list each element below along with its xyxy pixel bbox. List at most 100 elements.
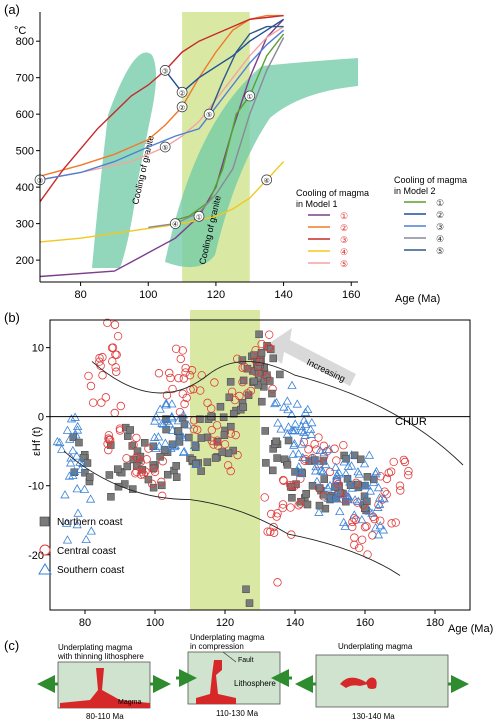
panel-a-xlabel: Age (Ma) — [395, 293, 440, 305]
point-central — [213, 441, 223, 450]
point-central — [189, 384, 198, 394]
curve-marker-label: ③ — [162, 67, 168, 75]
point-southern — [312, 476, 322, 486]
point-northern — [107, 493, 115, 501]
point-central — [86, 381, 96, 391]
point-northern — [75, 438, 83, 447]
legend1-title: Cooling of magma — [296, 188, 369, 198]
point-northern — [218, 448, 227, 456]
point-southern — [296, 421, 307, 431]
point-southern — [287, 425, 297, 434]
point-central — [98, 371, 107, 380]
point-central — [174, 373, 183, 383]
point-central — [290, 481, 300, 490]
panel-c-label: (c) — [4, 638, 19, 653]
curve-marker — [193, 210, 205, 222]
point-central — [115, 424, 125, 433]
point-southern — [166, 443, 176, 452]
point-central — [233, 450, 242, 460]
point-northern — [315, 501, 324, 510]
point-southern — [331, 481, 341, 490]
point-central — [246, 386, 256, 396]
point-southern — [175, 430, 186, 439]
point-northern — [156, 453, 164, 461]
sketch-130-140: Underplating magma 130-140 Ma — [295, 642, 469, 721]
point-central — [207, 404, 216, 413]
point-central — [157, 491, 167, 501]
point-central — [185, 371, 195, 380]
point-central — [358, 500, 368, 510]
panel-b-xlabel: Age (Ma) — [448, 623, 493, 635]
point-central — [360, 522, 370, 532]
point-southern — [55, 437, 65, 447]
point-southern — [72, 451, 82, 460]
point-northern — [244, 391, 253, 399]
point-southern — [319, 448, 329, 457]
panel-a-ytick: 600 — [16, 109, 34, 121]
point-northern — [126, 426, 134, 434]
point-central — [132, 433, 141, 443]
point-southern — [52, 436, 63, 446]
point-southern — [288, 449, 298, 458]
legend2-num: ② — [436, 210, 444, 220]
point-southern — [340, 521, 350, 530]
point-central — [196, 386, 205, 395]
point-southern — [86, 526, 96, 535]
point-southern — [178, 410, 189, 419]
point-central — [223, 461, 233, 470]
point-northern — [243, 364, 252, 373]
curve-marker — [261, 174, 273, 186]
box3-title: Underplating magma — [338, 642, 413, 651]
point-southern — [153, 432, 164, 441]
point-southern — [282, 396, 293, 405]
point-central — [386, 467, 396, 476]
point-southern — [287, 380, 297, 389]
box2-lithosphere: Lithosphere — [234, 679, 276, 688]
legend2-num: ③ — [436, 222, 444, 232]
point-central — [84, 371, 93, 381]
point-central — [108, 357, 117, 366]
point-central — [181, 368, 190, 377]
point-central — [269, 528, 279, 537]
panel-a-series-6 — [175, 33, 285, 221]
point-southern — [61, 518, 72, 527]
panel-a-series-4 — [39, 161, 285, 243]
point-central — [132, 452, 141, 462]
point-southern — [283, 404, 293, 414]
point-northern — [163, 470, 172, 479]
box1-magma: Magma — [118, 699, 141, 706]
legend1-num: ⑤ — [340, 259, 348, 269]
point-central — [137, 467, 147, 477]
point-central — [210, 378, 219, 387]
point-central — [267, 509, 276, 519]
point-central — [269, 522, 278, 532]
point-southern — [294, 462, 304, 471]
legend-southern-label: Southern coast — [57, 565, 124, 576]
panel-a-ytick: 800 — [16, 36, 34, 48]
point-northern — [172, 462, 180, 470]
point-central — [129, 440, 138, 450]
point-northern — [356, 455, 365, 464]
point-central — [288, 481, 297, 490]
point-central — [178, 346, 187, 355]
point-southern — [179, 446, 189, 456]
panel-a-ytick: 300 — [16, 219, 34, 231]
point-southern — [279, 402, 289, 411]
curve-marker-label: ④ — [264, 177, 270, 185]
point-southern — [357, 514, 367, 524]
cooling-region-1 — [92, 52, 156, 268]
point-central — [144, 444, 153, 453]
point-central — [111, 363, 120, 372]
point-central — [251, 345, 260, 355]
point-central — [312, 445, 321, 454]
point-central — [263, 373, 272, 382]
point-central — [339, 440, 348, 450]
point-southern — [158, 419, 168, 428]
lower-envelope — [63, 450, 401, 576]
sketch-110-130: Underplating magma in compression Fault … — [176, 633, 292, 718]
point-southern — [318, 466, 328, 476]
point-northern — [262, 459, 270, 467]
point-central — [332, 456, 341, 465]
point-central — [209, 440, 218, 449]
point-central — [226, 429, 235, 438]
